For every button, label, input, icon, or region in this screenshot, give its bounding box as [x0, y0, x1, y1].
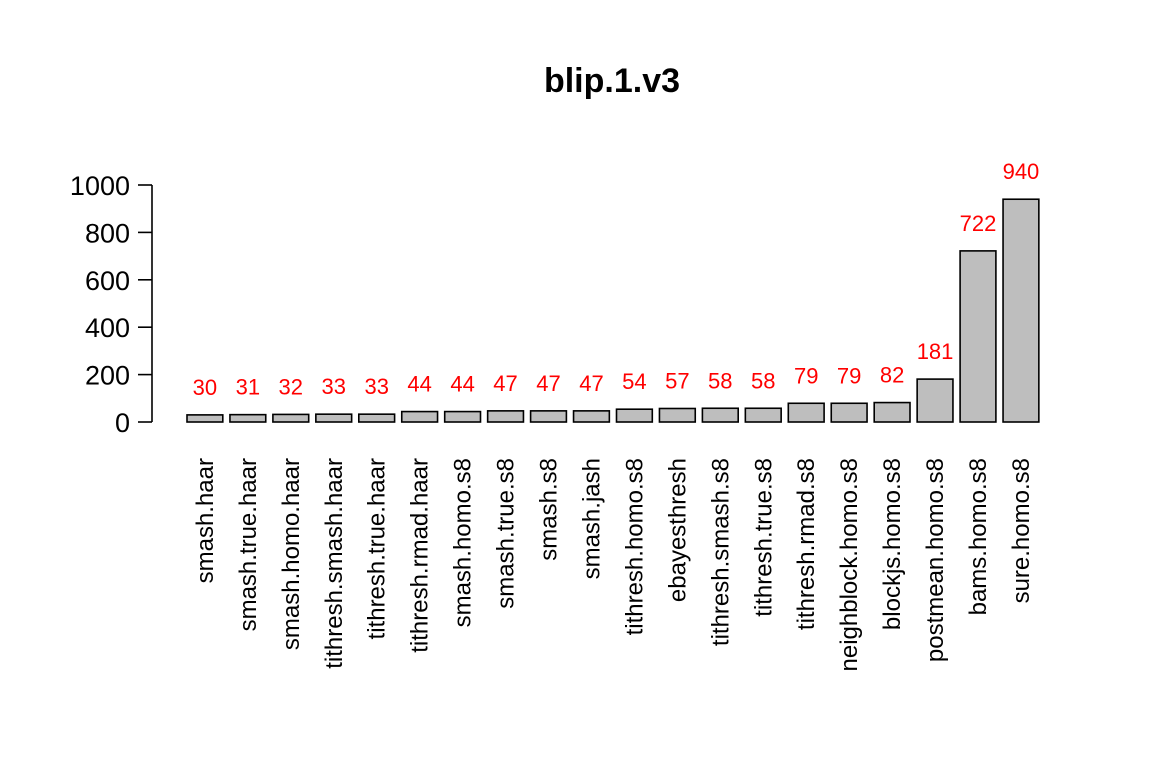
data-label: 940: [1003, 159, 1040, 184]
x-category-label: smash.homo.haar: [278, 458, 305, 650]
bar: [615, 408, 654, 423]
x-category-label: smash.s8: [536, 458, 563, 561]
bars: [186, 198, 1040, 423]
bar: [486, 410, 525, 423]
x-category-label: smash.homo.s8: [450, 458, 477, 627]
data-label: 47: [493, 371, 517, 396]
bar: [787, 402, 825, 423]
data-label: 181: [917, 339, 954, 364]
data-label: 82: [880, 363, 904, 388]
data-labels: 30 31 32 33 33 44 44 47 47 47 54 57 58 58 79 79 82 181 722…: [193, 159, 1040, 400]
x-category-label: tithresh.homo.s8: [621, 458, 648, 635]
x-category-label: tithresh.rmad.s8: [793, 458, 820, 630]
bar: [701, 407, 740, 423]
x-category-label: ebayesthresh: [664, 458, 691, 602]
y-tick-label: 800: [85, 218, 130, 248]
x-category-label: blockjs.homo.s8: [879, 458, 906, 630]
bar: [572, 410, 611, 423]
data-label: 79: [794, 363, 818, 388]
data-label: 47: [536, 371, 560, 396]
y-tick-label: 1000: [70, 171, 130, 201]
x-category-label: smash.haar: [192, 458, 219, 583]
y-tick-label: 400: [85, 313, 130, 343]
bar: [873, 401, 911, 423]
x-category-label: sure.homo.s8: [1008, 458, 1035, 603]
bar: [830, 402, 868, 423]
data-label: 57: [665, 368, 689, 393]
x-category-label: neighblock.homo.s8: [836, 458, 863, 671]
bar: [186, 414, 224, 423]
data-label: 31: [236, 375, 260, 400]
data-label: 33: [322, 374, 346, 399]
x-category-label: smash.true.haar: [235, 458, 262, 631]
bar: [1002, 198, 1040, 423]
data-label: 33: [364, 374, 388, 399]
bar: [658, 407, 697, 423]
data-label: 32: [279, 374, 303, 399]
x-category-label: bams.homo.s8: [965, 458, 992, 615]
bar: [744, 407, 782, 423]
x-category-label: tithresh.smash.haar: [321, 458, 348, 669]
bar: [529, 410, 568, 423]
x-category-label: smash.true.s8: [493, 458, 520, 609]
data-label: 44: [407, 372, 431, 397]
bar: [272, 413, 310, 423]
y-tick-label: 200: [85, 361, 130, 391]
y-axis: 0 200 400 600 800 1000: [70, 171, 153, 438]
y-tick-label: 600: [85, 266, 130, 296]
data-label: 58: [708, 368, 732, 393]
bar: [315, 413, 353, 423]
data-label: 79: [837, 363, 861, 388]
x-category-label: smash.jash: [578, 458, 605, 579]
data-label: 54: [622, 369, 646, 394]
data-label: 58: [751, 368, 775, 393]
chart-title: blip.1.v3: [544, 62, 680, 100]
bar: [916, 378, 954, 423]
y-tick-label: 0: [115, 408, 130, 438]
bar: [229, 413, 267, 423]
x-category-label: tithresh.true.haar: [364, 458, 391, 639]
data-label: 44: [450, 372, 474, 397]
x-labels: smash.haar smash.true.haar smash.homo.haar…: [192, 458, 1035, 671]
data-label: 30: [193, 375, 217, 400]
data-label: 47: [579, 371, 603, 396]
x-category-label: tithresh.true.s8: [750, 458, 777, 617]
x-category-label: postmean.homo.s8: [922, 458, 949, 662]
x-category-label: tithresh.rmad.haar: [407, 458, 434, 653]
x-category-label: tithresh.smash.s8: [707, 458, 734, 646]
data-label: 722: [960, 211, 997, 236]
bar: [357, 413, 396, 423]
bar: [443, 410, 482, 423]
bar: [400, 410, 439, 423]
bar: [959, 250, 997, 423]
